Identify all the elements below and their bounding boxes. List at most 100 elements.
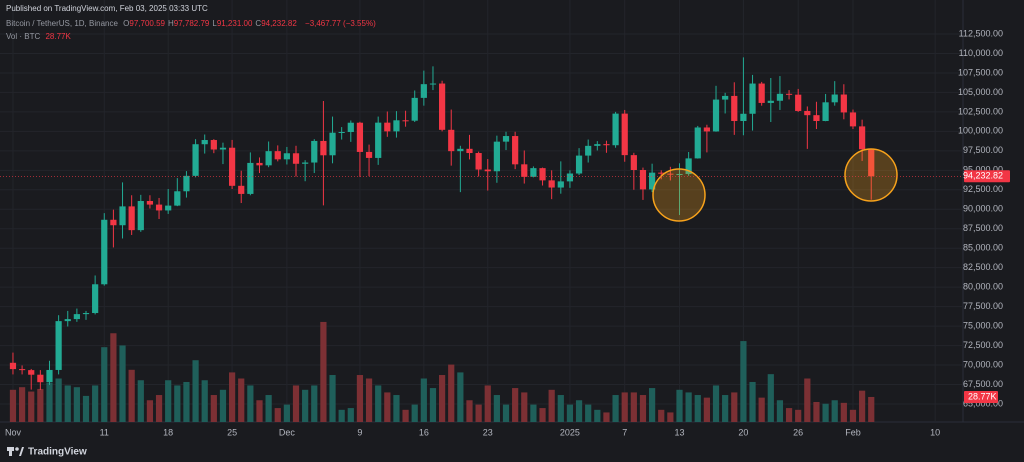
candle-body — [201, 140, 208, 145]
candle-body — [466, 148, 473, 154]
candle-layer — [9, 57, 875, 390]
candle-body — [840, 94, 847, 113]
candle-body — [18, 369, 26, 371]
volume-bar — [165, 380, 172, 422]
candle-body — [356, 122, 364, 152]
candle-body — [639, 170, 647, 190]
candle-body — [393, 120, 400, 132]
volume-bar — [73, 387, 80, 422]
candle-body — [329, 132, 336, 156]
candle-body — [813, 115, 820, 122]
volume-bar — [585, 404, 592, 422]
volume-bar — [575, 400, 583, 422]
last-volume-box — [964, 390, 998, 403]
volume-bar — [639, 395, 647, 422]
x-tick-label: 23 — [483, 427, 493, 437]
volume-bar — [146, 400, 154, 422]
volume-bar — [338, 409, 345, 422]
candle-body — [274, 151, 281, 160]
volume-bar — [539, 408, 546, 422]
x-tick-label: 2025 — [560, 427, 580, 437]
x-tick-label: 13 — [674, 427, 684, 437]
candle-body — [238, 185, 245, 194]
last-volume-label: 28.77K — [968, 391, 997, 401]
volume-bar — [64, 385, 71, 422]
x-tick-label: 9 — [357, 427, 362, 437]
volume-bar — [55, 378, 62, 422]
candle-body — [475, 153, 482, 170]
y-tick-label: 97,500.00 — [963, 145, 1003, 155]
volume-bar — [466, 400, 473, 422]
change: −3,467.77 (−3.55%) — [305, 19, 376, 28]
volume-bar — [92, 385, 99, 422]
candle-body — [585, 145, 592, 156]
volume-bar — [795, 409, 802, 422]
candle-body — [557, 181, 564, 188]
x-tick-label: 16 — [419, 427, 429, 437]
volume-legend-row: Vol · BTC 28.77K — [6, 32, 74, 41]
ohlc-value: 91,231.00 — [216, 19, 253, 28]
volume-bar — [658, 409, 665, 422]
volume-bar — [128, 369, 135, 422]
candle-body — [292, 153, 300, 164]
candle-body — [128, 206, 135, 231]
volume-bar — [813, 401, 820, 422]
candle-body — [146, 201, 154, 205]
volume-bar — [320, 321, 327, 422]
candle-body — [411, 97, 418, 121]
x-tick-label: Feb — [845, 427, 861, 437]
candle-body — [420, 84, 427, 98]
x-tick-label: 7 — [622, 427, 627, 437]
ohlc-key: H — [167, 19, 174, 28]
volume-bar — [512, 388, 519, 422]
volume-bar — [37, 388, 44, 422]
candle-body — [174, 191, 181, 206]
candle-body — [210, 140, 217, 150]
volume-bar — [493, 395, 500, 422]
volume-bar — [785, 408, 793, 422]
candle-body — [767, 100, 774, 103]
candle-body — [82, 313, 90, 315]
x-tick-label: Dec — [279, 427, 296, 437]
candle-body — [612, 113, 619, 146]
x-tick-label: 10 — [930, 427, 940, 437]
brand: TradingView — [28, 447, 87, 458]
volume-bar — [448, 364, 455, 422]
ohlc-legend: O97,700.59 H97,782.79 L91,231.00 C94,232.82 — [123, 19, 300, 28]
volume-bar — [192, 360, 199, 422]
candle-body — [859, 126, 866, 150]
y-tick-label: 107,500.00 — [958, 67, 1003, 77]
candle-body — [228, 147, 236, 186]
volume-bar — [247, 385, 254, 422]
volume-bar — [82, 395, 90, 422]
ohlc-value: 94,232.82 — [261, 19, 297, 28]
candle-body — [183, 175, 190, 192]
volume-bar — [776, 400, 784, 422]
candle-body — [667, 173, 674, 175]
volume-bar — [101, 347, 108, 422]
candle-body — [512, 136, 519, 165]
volume-bar — [749, 381, 756, 422]
y-tick-label: 70,000.00 — [963, 359, 1003, 369]
candle-body — [402, 120, 409, 122]
candle-body — [375, 122, 382, 158]
volume-bar — [329, 375, 336, 422]
candle-body — [265, 151, 272, 166]
volume-bar — [238, 378, 245, 422]
candle-body — [137, 201, 144, 231]
ohlc-key: O — [123, 19, 130, 28]
candle-body — [740, 113, 747, 122]
volume-bar — [831, 400, 838, 422]
volume-bar — [712, 385, 720, 422]
volume-bar — [283, 404, 290, 422]
legend-row: Bitcoin / TetherUS, 1D, Binance O97,700.… — [6, 19, 379, 28]
volume-bar — [155, 395, 163, 422]
volume-legend: 28.77K — [45, 32, 71, 41]
volume-bar — [484, 385, 491, 422]
volume-bar — [438, 375, 446, 422]
volume-bar — [420, 378, 427, 422]
candle-body — [621, 113, 628, 156]
y-tick-label: 102,500.00 — [958, 106, 1003, 116]
candle-body — [731, 95, 738, 122]
